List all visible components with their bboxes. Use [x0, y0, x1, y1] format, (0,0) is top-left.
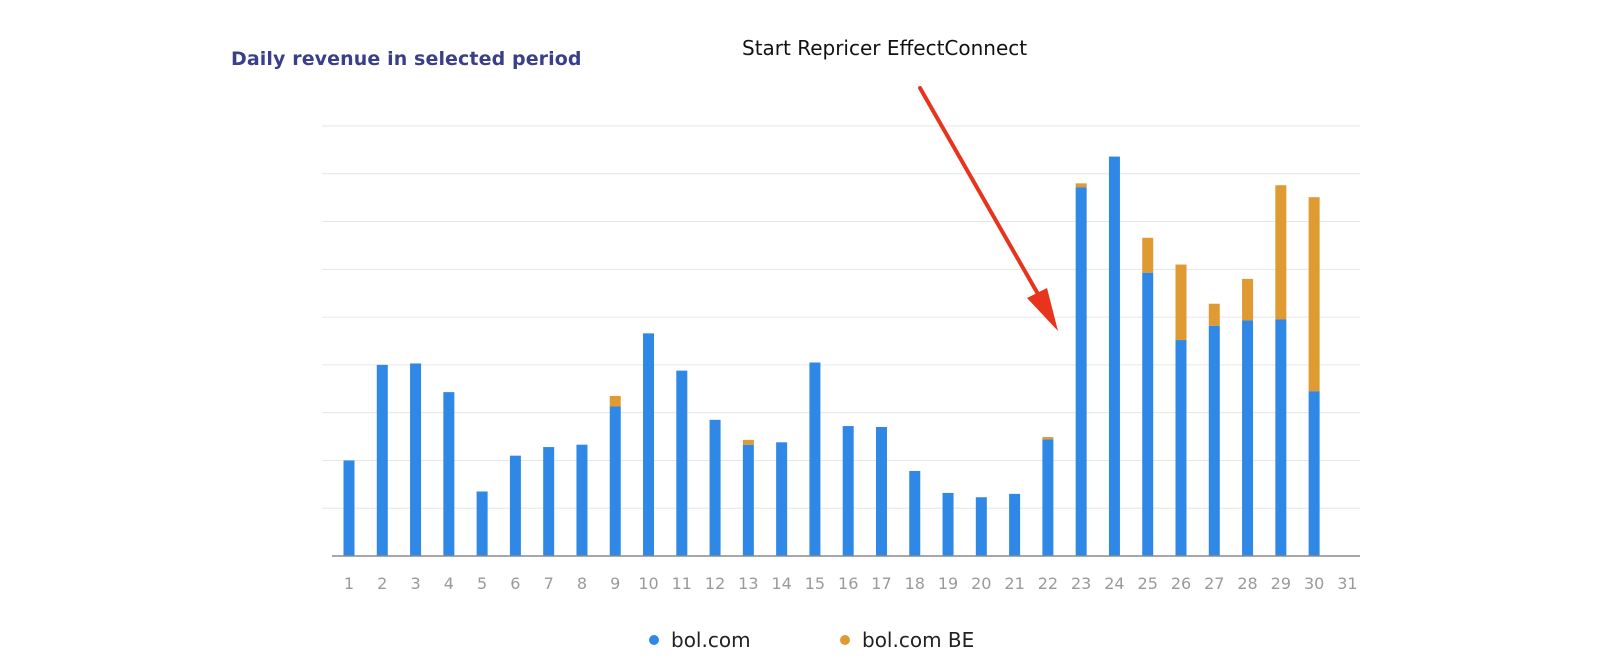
x-tick-label: 18	[905, 574, 925, 593]
bar-bol-com-day-8[interactable]	[576, 444, 588, 556]
bar-bol-com-day-4[interactable]	[443, 392, 455, 556]
annotation-arrow	[918, 86, 1058, 331]
bar-bol-com-be-day-13[interactable]	[742, 439, 754, 445]
x-tick-label: 5	[477, 574, 487, 593]
x-tick-label: 8	[577, 574, 587, 593]
bar-bol-com-day-11[interactable]	[676, 370, 688, 556]
x-tick-label: 9	[610, 574, 620, 593]
bar-bol-com-day-6[interactable]	[509, 455, 521, 556]
legend-label: bol.com BE	[862, 628, 975, 652]
bar-bol-com-day-9[interactable]	[609, 406, 621, 556]
bar-bol-com-day-27[interactable]	[1208, 325, 1220, 556]
bar-bol-com-day-22[interactable]	[1042, 439, 1054, 556]
bar-bol-com-day-1[interactable]	[343, 460, 355, 556]
legend-item-bol-com[interactable]: bol.com	[649, 628, 751, 652]
bar-bol-com-day-12[interactable]	[709, 419, 721, 556]
bar-bol-com-day-28[interactable]	[1242, 320, 1254, 556]
bar-bol-com-day-20[interactable]	[975, 497, 987, 556]
x-tick-label: 24	[1104, 574, 1124, 593]
x-tick-label: 19	[938, 574, 958, 593]
x-tick-label: 21	[1004, 574, 1024, 593]
x-tick-label: 20	[971, 574, 991, 593]
bar-bol-com-day-17[interactable]	[875, 427, 887, 556]
annotation-label: Start Repricer EffectConnect	[742, 36, 1028, 60]
x-tick-label: 3	[410, 574, 420, 593]
x-tick-label: 6	[510, 574, 520, 593]
legend: bol.com bol.com BE	[0, 628, 1600, 658]
bar-bol-com-day-10[interactable]	[643, 333, 655, 556]
x-tick-label: 26	[1171, 574, 1191, 593]
bar-bol-com-day-15[interactable]	[809, 362, 821, 557]
x-tick-label: 30	[1304, 574, 1324, 593]
x-tick-label: 15	[805, 574, 825, 593]
bar-bol-com-day-21[interactable]	[1009, 493, 1021, 556]
x-tick-label: 22	[1038, 574, 1058, 593]
x-tick-label: 16	[838, 574, 858, 593]
bar-bol-com-day-23[interactable]	[1075, 187, 1087, 556]
x-tick-label: 7	[544, 574, 554, 593]
x-tick-label: 29	[1271, 574, 1291, 593]
bars	[343, 156, 1320, 557]
bar-bol-com-day-30[interactable]	[1308, 391, 1320, 556]
x-tick-label: 23	[1071, 574, 1091, 593]
x-tick-label: 27	[1204, 574, 1224, 593]
bar-bol-com-day-2[interactable]	[376, 364, 388, 556]
x-tick-label: 12	[705, 574, 725, 593]
bar-bol-com-day-24[interactable]	[1108, 156, 1120, 557]
bar-bol-com-be-day-28[interactable]	[1242, 278, 1254, 321]
x-tick-label: 1	[344, 574, 354, 593]
bar-bol-com-day-3[interactable]	[410, 363, 422, 556]
bar-bol-com-day-26[interactable]	[1175, 340, 1187, 556]
legend-item-bol-com-be[interactable]: bol.com BE	[840, 628, 974, 652]
bar-bol-com-be-day-29[interactable]	[1275, 185, 1287, 320]
annotation-arrow-head	[1027, 288, 1058, 331]
bar-bol-com-be-day-23[interactable]	[1075, 183, 1087, 188]
x-tick-label: 14	[771, 574, 791, 593]
x-tick-labels: 1 2 3 4 5 6 7 8 9 10 11 12 13 14 15 16 17 18 19 20 21 22 23 24 2…	[344, 574, 1358, 593]
bar-bol-com-day-29[interactable]	[1275, 319, 1287, 557]
legend-label: bol.com	[671, 628, 751, 652]
legend-marker	[649, 635, 659, 645]
chart-title: Daily revenue in selected period	[231, 48, 582, 70]
bar-bol-com-be-day-25[interactable]	[1142, 237, 1154, 273]
x-tick-label: 2	[377, 574, 387, 593]
bar-bol-com-day-19[interactable]	[942, 492, 954, 556]
bar-bol-com-day-7[interactable]	[543, 447, 555, 556]
x-tick-label: 4	[444, 574, 454, 593]
x-tick-label: 10	[638, 574, 658, 593]
annotation-arrow-shaft	[918, 86, 1048, 310]
bar-bol-com-be-day-27[interactable]	[1208, 303, 1220, 326]
bar-bol-com-day-18[interactable]	[909, 470, 921, 556]
x-tick-label: 28	[1237, 574, 1257, 593]
bar-bol-com-be-day-30[interactable]	[1308, 197, 1320, 392]
bar-bol-com-day-25[interactable]	[1142, 272, 1154, 556]
x-tick-label: 31	[1337, 574, 1357, 593]
bar-bol-com-be-day-26[interactable]	[1175, 264, 1187, 341]
legend-marker	[840, 635, 850, 645]
bar-bol-com-day-5[interactable]	[476, 491, 488, 557]
x-tick-label: 11	[672, 574, 692, 593]
bar-bol-com-day-13[interactable]	[742, 444, 754, 556]
bar-bol-com-day-14[interactable]	[776, 442, 788, 556]
x-tick-label: 17	[871, 574, 891, 593]
x-tick-label: 25	[1138, 574, 1158, 593]
gridlines	[322, 125, 1360, 509]
bar-bol-com-be-day-22[interactable]	[1042, 437, 1054, 440]
bar-bol-com-be-day-9[interactable]	[609, 395, 621, 407]
bar-bol-com-day-16[interactable]	[842, 426, 854, 556]
x-tick-label: 13	[738, 574, 758, 593]
